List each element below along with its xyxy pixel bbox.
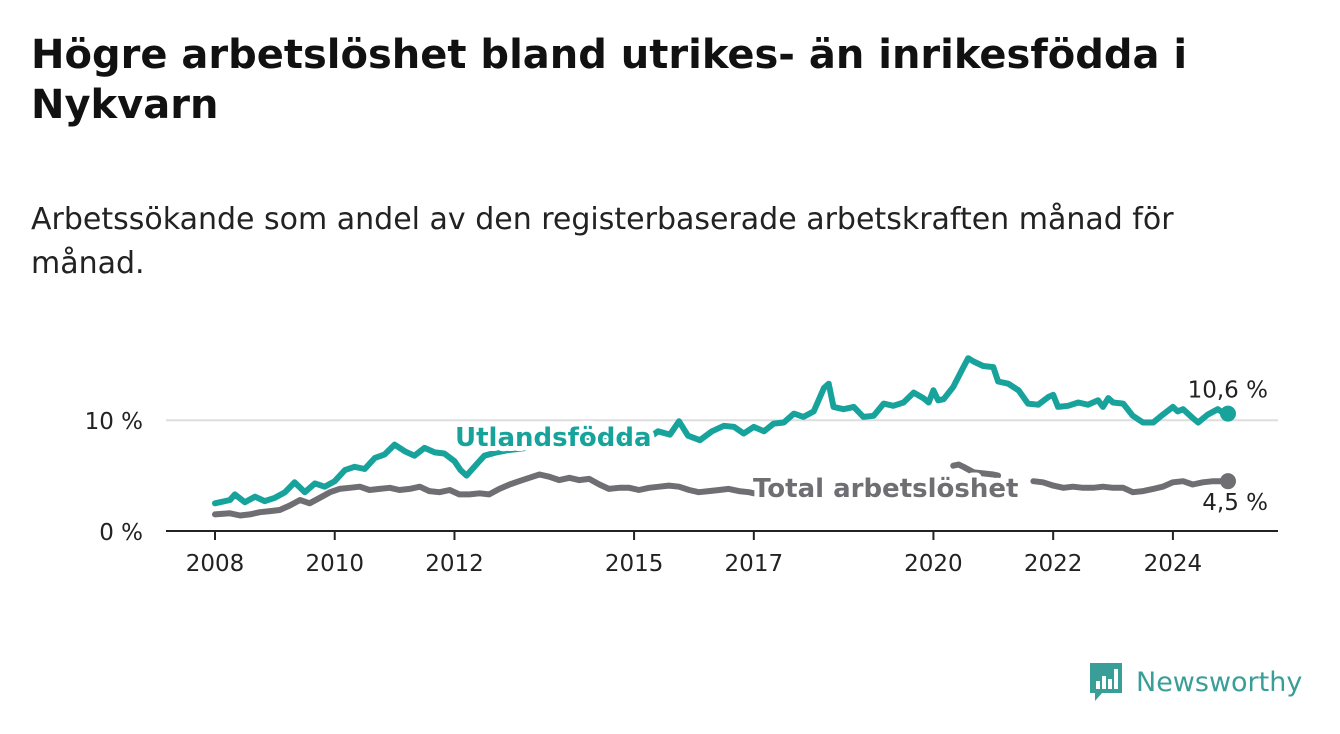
x-tick-label: 2012 (425, 551, 484, 577)
series-layer (212, 355, 1236, 519)
series-name-label: Utlandsfödda (455, 423, 652, 453)
brand-name: Newsworthy (1136, 666, 1303, 698)
series-line-total-arbetsloshet (1030, 478, 1231, 496)
x-tick-label: 2015 (605, 551, 664, 577)
x-tick-label: 2010 (305, 551, 364, 577)
x-tick-label: 2008 (186, 551, 245, 577)
newsworthy-brand: Newsworthy (1088, 660, 1302, 704)
y-tick-label: 0 % (99, 520, 143, 546)
x-tick-label: 2020 (904, 551, 963, 577)
end-value-label: 10,6 % (1188, 378, 1268, 404)
label-layer: 10,6 % 4,5 % Utlandsfödda Total arbetslöshe… (450, 378, 1268, 517)
y-tick-label: 10 % (85, 409, 143, 435)
newsworthy-logo-icon (1090, 663, 1122, 701)
chart-title: Högre arbetslöshet bland utrikes- än inr… (31, 32, 1188, 128)
series-line-total-arbetsloshet (950, 461, 1002, 479)
series-line-total-arbetsloshet (212, 471, 757, 519)
x-tick-label: 2017 (725, 551, 784, 577)
end-value-label: 4,5 % (1202, 490, 1268, 516)
axis-layer: 0 % 10 % 2008 2010 2012 2015 2017 2020 2022 2024 (85, 409, 1278, 577)
x-tick-label: 2024 (1144, 551, 1203, 577)
end-point-utlandsfodda (1220, 405, 1236, 422)
series-line-utlandsfodda (212, 355, 1231, 507)
end-point-total-arbetsloshet (1220, 473, 1236, 490)
chart-subtitle: Arbetssökande som andel av den registerb… (31, 202, 1174, 281)
x-tick-label: 2022 (1024, 551, 1083, 577)
series-name-label: Total arbetslöshet (753, 474, 1018, 504)
